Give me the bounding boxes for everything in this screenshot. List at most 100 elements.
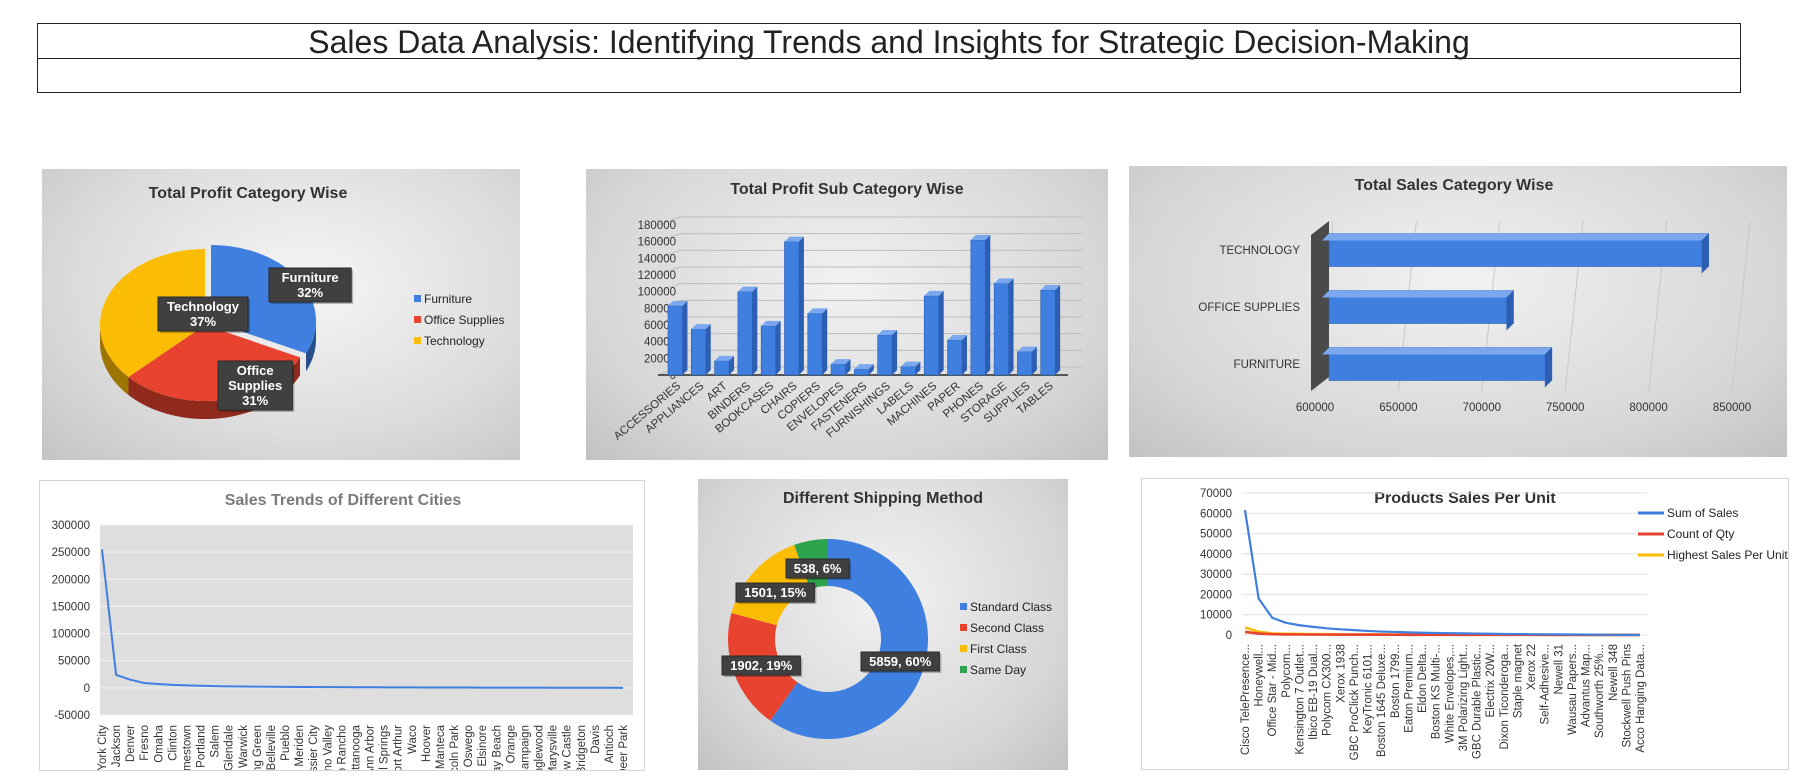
x-tick-label: Meriden bbox=[294, 725, 306, 767]
x-tick-label: Chattanooga bbox=[350, 724, 362, 771]
bar-top bbox=[714, 355, 735, 361]
y-tick-label: 50000 bbox=[58, 656, 90, 668]
gridline bbox=[1731, 220, 1751, 392]
x-tick-label: Bowling Green bbox=[252, 725, 264, 771]
bar-side bbox=[729, 355, 735, 375]
x-tick-label: 850000 bbox=[1713, 402, 1751, 414]
bar-phones bbox=[970, 239, 986, 376]
bar-top bbox=[691, 324, 711, 330]
products-chart: Products Sales Per Unit 0 10000 20000 30000 4… bbox=[1200, 488, 1788, 760]
x-tick-label: Pueblo bbox=[280, 725, 292, 761]
x-tick-label: Bridgeton bbox=[576, 725, 588, 771]
x-tick-label: Jamestown bbox=[181, 725, 193, 771]
x-tick-label: Xerox 1938 bbox=[1335, 644, 1347, 703]
x-tick-label: Newell 348 bbox=[1608, 644, 1620, 701]
chart-panel-sales-category: Total Sales Category Wise 600000 650000 700… bbox=[1129, 166, 1787, 457]
bar-end bbox=[1506, 290, 1514, 331]
bar-chairs bbox=[784, 241, 800, 376]
city-trend-chart: Sales Trends of Different Cities -50000 0 5… bbox=[52, 492, 633, 771]
y-axis-wall bbox=[1311, 221, 1329, 391]
data-label-text: 1501, 15% bbox=[744, 585, 807, 600]
x-tick-label: Port Arthur bbox=[393, 725, 405, 771]
data-label-text: 5859, 60% bbox=[869, 654, 932, 669]
data-label-box bbox=[860, 651, 940, 672]
x-tick-label: Manteca bbox=[435, 724, 447, 769]
legend-swatch bbox=[960, 666, 967, 673]
chart-panel-products: Products Sales Per Unit 0 10000 20000 30000 4… bbox=[1141, 478, 1789, 770]
legend-swatch bbox=[960, 624, 967, 631]
x-tick-label: Clinton bbox=[167, 725, 179, 761]
chart-title: Total Profit Sub Category Wise bbox=[730, 181, 963, 198]
bar-labels bbox=[900, 366, 916, 376]
profit-category-chart: Total Profit Category WiseFurniture32%Of… bbox=[100, 185, 505, 419]
x-tick-label: Boston KS Multi-... bbox=[1431, 644, 1443, 739]
x-tick-label: Xerox 22 bbox=[1526, 644, 1538, 690]
pie-slice-technology bbox=[100, 249, 205, 378]
y-tick-label: 250000 bbox=[52, 547, 90, 559]
y-tick-label: OFFICE SUPPLIES bbox=[1198, 302, 1300, 314]
legend-label: Standard Class bbox=[970, 600, 1052, 614]
legend-swatch bbox=[414, 316, 421, 323]
x-tick-label: Lake Elsinore bbox=[477, 725, 489, 771]
x-tick-label: Boston 1799... bbox=[1390, 644, 1402, 718]
bar-top bbox=[877, 330, 898, 335]
x-tick-label: Englewood bbox=[534, 725, 546, 771]
y-tick-label: 30000 bbox=[1200, 569, 1232, 581]
x-tick-label: GBC ProClick Punch... bbox=[1349, 644, 1361, 760]
data-label-text: Supplies bbox=[228, 378, 282, 393]
chart-title: Different Shipping Method bbox=[783, 490, 983, 507]
bar-top bbox=[994, 278, 1014, 284]
legend-label: First Class bbox=[970, 642, 1027, 656]
y-tick-label: 160000 bbox=[638, 237, 676, 249]
x-tick-label: Salem bbox=[210, 725, 222, 758]
x-tick-label: Omaha bbox=[153, 724, 165, 762]
legend-label: Office Supplies bbox=[424, 313, 505, 327]
data-label-text: 37% bbox=[190, 314, 216, 329]
y-tick-label: 120000 bbox=[638, 270, 676, 282]
legend-label: Furniture bbox=[424, 292, 472, 306]
bar-top bbox=[1040, 285, 1061, 290]
x-tick-label: Newell 31 bbox=[1553, 644, 1565, 695]
bar-side bbox=[775, 320, 781, 375]
gridline-diag bbox=[657, 249, 681, 259]
bar-side bbox=[1055, 285, 1061, 375]
legend-label: Technology bbox=[424, 334, 485, 348]
x-tick-label: Warwick bbox=[238, 725, 250, 768]
x-tick-label: White Envelopes,... bbox=[1444, 644, 1456, 743]
x-tick-label: GBC Durable Plastic... bbox=[1472, 644, 1484, 759]
y-tick-label: 70000 bbox=[1200, 488, 1232, 500]
chart-title: Products Sales Per Unit bbox=[1374, 490, 1556, 507]
x-tick-label: Waco bbox=[407, 725, 419, 754]
pie-side-technology bbox=[100, 325, 129, 396]
x-tick-label: Kensington 7 Outlet... bbox=[1294, 644, 1306, 755]
data-label-text: 32% bbox=[297, 285, 323, 300]
bar-side bbox=[985, 235, 991, 375]
bar-art bbox=[714, 360, 730, 376]
y-tick-label: 60000 bbox=[1200, 508, 1232, 520]
x-tick-label: Eaton Premium... bbox=[1403, 644, 1415, 733]
bar-fasteners bbox=[854, 368, 870, 376]
bar-top bbox=[668, 300, 688, 306]
bar-side bbox=[915, 361, 921, 375]
y-tick-label: 100000 bbox=[638, 287, 676, 299]
gridline-diag bbox=[657, 283, 681, 293]
x-tick-label: Acco Hanging Data... bbox=[1635, 644, 1647, 753]
x-tick-label: Self-Adhesive... bbox=[1540, 644, 1552, 725]
data-label-text: Office bbox=[237, 363, 274, 378]
bar-binders bbox=[737, 291, 753, 376]
x-tick-label: Southworth 25%... bbox=[1594, 644, 1606, 738]
bar-appliances bbox=[690, 328, 707, 376]
x-tick-label: Glendale bbox=[224, 725, 236, 771]
legend-label: Same Day bbox=[970, 663, 1026, 677]
bar-tables bbox=[1040, 289, 1056, 376]
bar-side bbox=[1008, 278, 1014, 375]
x-tick-label: Wausau Papers... bbox=[1567, 644, 1579, 735]
x-tick-label: Antioch bbox=[604, 725, 616, 763]
y-tick-label: 0 bbox=[84, 683, 90, 695]
bar-side bbox=[705, 324, 711, 375]
x-tick-label: Eldon Delta... bbox=[1417, 644, 1429, 713]
chart-panel-city-trend: Sales Trends of Different Cities -50000 0 5… bbox=[39, 480, 645, 771]
bar-side bbox=[892, 330, 898, 375]
x-tick-label: Advantus Map... bbox=[1581, 644, 1593, 727]
bar-side bbox=[961, 335, 967, 375]
